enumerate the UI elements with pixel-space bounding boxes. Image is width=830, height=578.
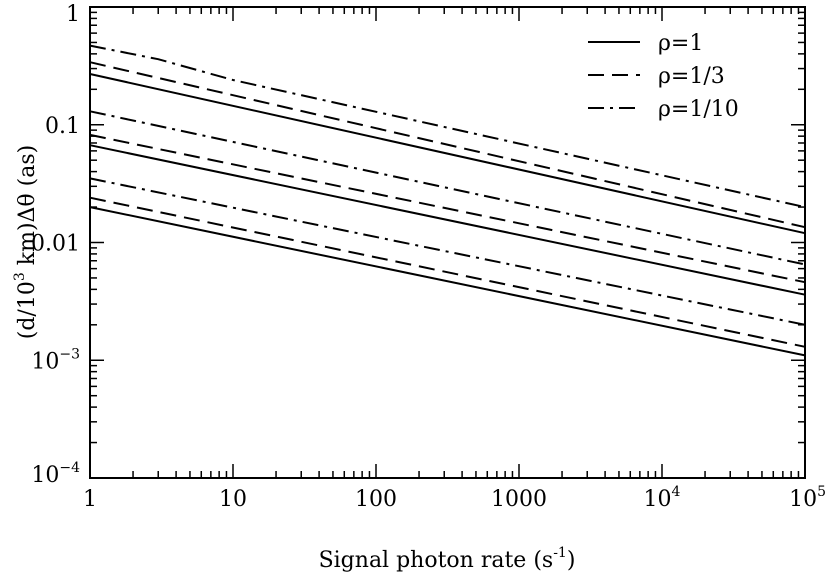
x-tick-label: 105 — [789, 484, 826, 512]
legend-label: ρ=1/3 — [658, 64, 725, 89]
legend-label: ρ=1/10 — [658, 97, 739, 122]
x-tick-label: 10 — [219, 487, 247, 512]
series-line-3-dashdot — [89, 44, 806, 209]
series-line-2-dashed — [89, 61, 806, 229]
series-line-5-dashed — [89, 133, 806, 284]
series-line-7-solid — [89, 206, 806, 357]
axis-ticks — [89, 6, 806, 479]
x-tick-label: 104 — [644, 484, 681, 512]
y-axis-title: (d/103 km)Δθ (as) — [12, 145, 40, 339]
tick-labels: 1 10 100 1000 104 105 10−4 10−3 0.01 0.1 1 — [31, 2, 826, 512]
x-tick-label: 1000 — [491, 487, 547, 512]
x-axis-title: Signal photon rate (s-1) — [319, 545, 576, 573]
series-line-9-dashdot — [89, 177, 806, 326]
legend: ρ=1 ρ=1/3 ρ=1/10 — [588, 31, 739, 122]
y-tick-label: 1 — [66, 2, 80, 27]
series-line-8-dashed — [89, 196, 806, 348]
y-tick-label: 0.1 — [45, 114, 80, 139]
x-tick-label: 100 — [355, 487, 397, 512]
y-tick-label: 10−3 — [31, 346, 80, 374]
x-tick-label: 1 — [83, 487, 97, 512]
series-line-4-solid — [89, 144, 806, 296]
series-line-6-dashdot — [89, 110, 806, 266]
y-tick-label: 0.01 — [31, 232, 80, 257]
series-lines — [89, 44, 806, 357]
series-line-1-solid — [89, 73, 806, 235]
y-tick-label: 10−4 — [31, 460, 80, 488]
legend-label: ρ=1 — [658, 31, 703, 56]
